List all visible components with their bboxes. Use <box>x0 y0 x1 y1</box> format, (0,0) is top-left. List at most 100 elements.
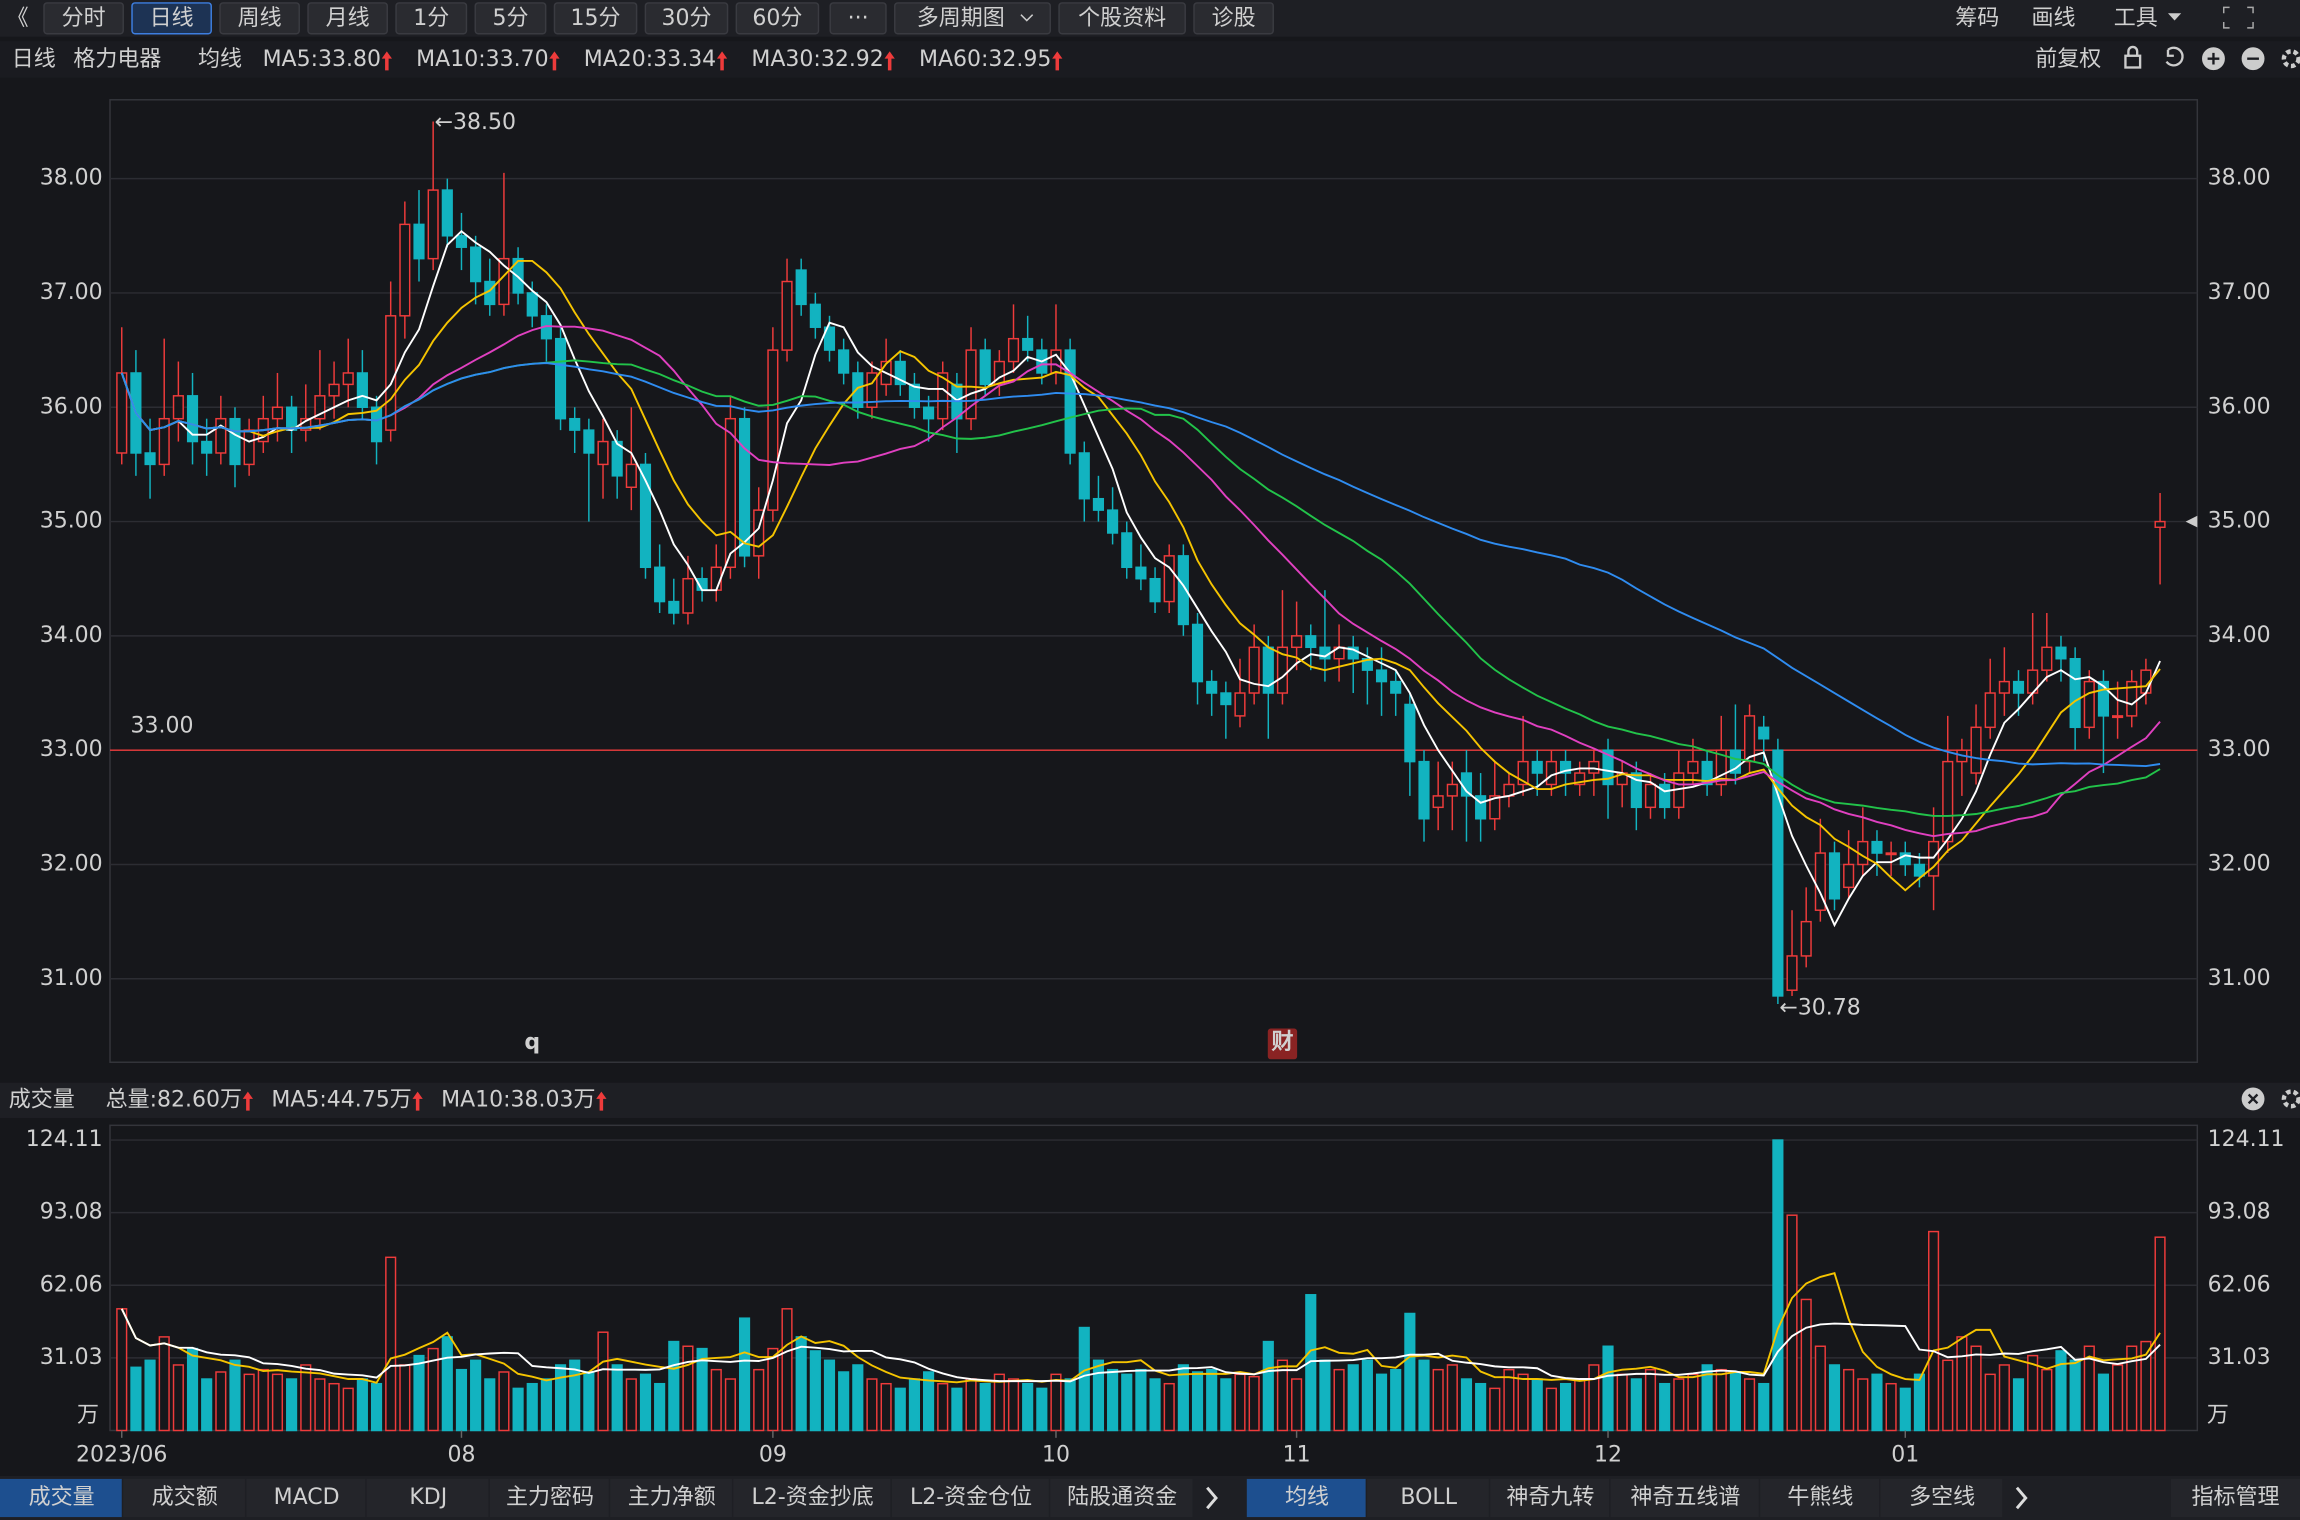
candle-body <box>1517 760 1529 786</box>
scroll-arrow[interactable] <box>1206 1486 1218 1510</box>
candle-body <box>738 417 751 557</box>
candle-body <box>1687 760 1699 774</box>
volume-bar <box>314 1378 326 1432</box>
volume-bar <box>1489 1387 1501 1432</box>
candle-body <box>413 223 425 260</box>
indicator-tab[interactable] <box>1880 1478 2003 1518</box>
volume-bar <box>2041 1368 2053 1432</box>
indicator-tab[interactable] <box>610 1478 732 1518</box>
period-button[interactable] <box>43 2 124 35</box>
indicator-tab[interactable] <box>246 1478 366 1518</box>
period-button[interactable] <box>553 2 638 35</box>
candle-body <box>1885 852 1897 856</box>
lock-icon[interactable] <box>2124 54 2142 69</box>
candle-body <box>1559 760 1572 774</box>
event-marker[interactable]: 财 <box>1271 1030 1293 1055</box>
price-ma-line <box>120 229 2161 928</box>
volume-bar <box>1928 1230 1940 1432</box>
volume-bar <box>413 1354 425 1432</box>
candle-body <box>908 383 920 408</box>
candle-body <box>328 383 340 397</box>
back-button[interactable]: 《 <box>7 6 29 31</box>
settings-icon[interactable] <box>2281 1089 2300 1109</box>
period-button-label: 15分 <box>571 6 621 31</box>
period-button[interactable] <box>395 2 468 35</box>
volume-bar <box>2083 1345 2095 1432</box>
volume-bar <box>1475 1382 1487 1432</box>
x-tick-label: 11 <box>1283 1442 1311 1467</box>
adjust-mode[interactable]: 前复权 <box>2035 47 2101 72</box>
period-button[interactable] <box>307 2 388 35</box>
volume-title: 成交量 <box>9 1087 75 1112</box>
toolbar-tool[interactable]: 筹码 <box>1955 6 1999 31</box>
period-button[interactable] <box>474 2 547 35</box>
toolbar-tool[interactable]: 工具 <box>2114 6 2158 31</box>
last-price-pointer <box>2185 515 2198 528</box>
candle-body <box>427 189 439 260</box>
period-button[interactable] <box>644 2 729 35</box>
volume-bar <box>1375 1373 1388 1432</box>
price-ma-line <box>120 259 2161 892</box>
volume-bar <box>1276 1359 1289 1432</box>
indicator-tab[interactable] <box>733 1478 891 1518</box>
event-badge[interactable] <box>1267 1028 1298 1060</box>
candle-body <box>342 372 354 386</box>
event-marker[interactable]: q <box>524 1030 540 1055</box>
indicator-tab[interactable] <box>1367 1478 1489 1518</box>
candle-body <box>2055 646 2067 660</box>
y-tick-label-right: 35.00 <box>2208 509 2271 534</box>
volume-bar <box>1814 1345 1826 1432</box>
volume-bar <box>611 1364 623 1432</box>
indicator-tab[interactable] <box>1246 1478 1366 1518</box>
candle-body <box>1404 703 1416 763</box>
period-button[interactable] <box>1193 2 1274 35</box>
candle-body <box>1177 555 1189 626</box>
indicator-tab[interactable] <box>1760 1478 1880 1518</box>
period-button[interactable] <box>1058 2 1186 35</box>
volume-bar <box>1107 1368 1119 1432</box>
volume-bar <box>1758 1382 1770 1432</box>
volume-bar <box>1206 1368 1218 1432</box>
candle-body <box>1715 749 1727 786</box>
indicator-tab[interactable] <box>1490 1478 1610 1518</box>
scroll-arrow[interactable] <box>2015 1486 2028 1510</box>
period-button[interactable] <box>131 2 212 35</box>
volume-bar <box>838 1371 850 1432</box>
indicator-tab[interactable] <box>1050 1478 1193 1518</box>
toolbar-tool[interactable]: 画线 <box>2032 6 2076 31</box>
period-button[interactable] <box>894 2 1051 35</box>
volume-bar <box>1078 1326 1090 1432</box>
period-button[interactable] <box>735 2 820 35</box>
lock-shackle <box>2127 45 2139 56</box>
volume-bar <box>441 1336 453 1432</box>
volume-bar <box>399 1364 411 1432</box>
volume-bar <box>1007 1378 1020 1432</box>
period-button[interactable] <box>219 2 300 35</box>
undo-icon[interactable] <box>2165 46 2184 67</box>
volume-bar <box>908 1378 920 1432</box>
manage-button[interactable] <box>2170 1478 2300 1518</box>
volume-bar <box>2097 1373 2110 1432</box>
indicator-tab[interactable] <box>891 1478 1049 1518</box>
indicator-tab-label: BOLL <box>1400 1485 1457 1510</box>
indicator-tab[interactable] <box>366 1478 489 1518</box>
fullscreen-icon[interactable] <box>2222 6 2254 29</box>
volume-tick-label-right: 31.03 <box>2208 1345 2271 1370</box>
up-arrow <box>716 51 728 71</box>
settings-icon[interactable] <box>2281 49 2300 69</box>
volume-tick-label: 31.03 <box>40 1345 103 1370</box>
volume-bar <box>1291 1378 1303 1432</box>
volume-bar <box>201 1378 213 1432</box>
period-button[interactable] <box>829 2 887 35</box>
volume-bar <box>172 1364 184 1432</box>
candle-body <box>470 246 482 283</box>
volume-bar <box>1729 1371 1741 1432</box>
candle-body <box>993 360 1005 386</box>
indicator-tab[interactable] <box>123 1478 245 1518</box>
volume-bar <box>951 1387 963 1432</box>
indicator-tab[interactable] <box>0 1478 122 1518</box>
indicator-tab[interactable] <box>1610 1478 1759 1518</box>
indicator-tab[interactable] <box>489 1478 609 1518</box>
x-tick-label: 08 <box>447 1442 475 1467</box>
volume-bar <box>1517 1373 1529 1432</box>
